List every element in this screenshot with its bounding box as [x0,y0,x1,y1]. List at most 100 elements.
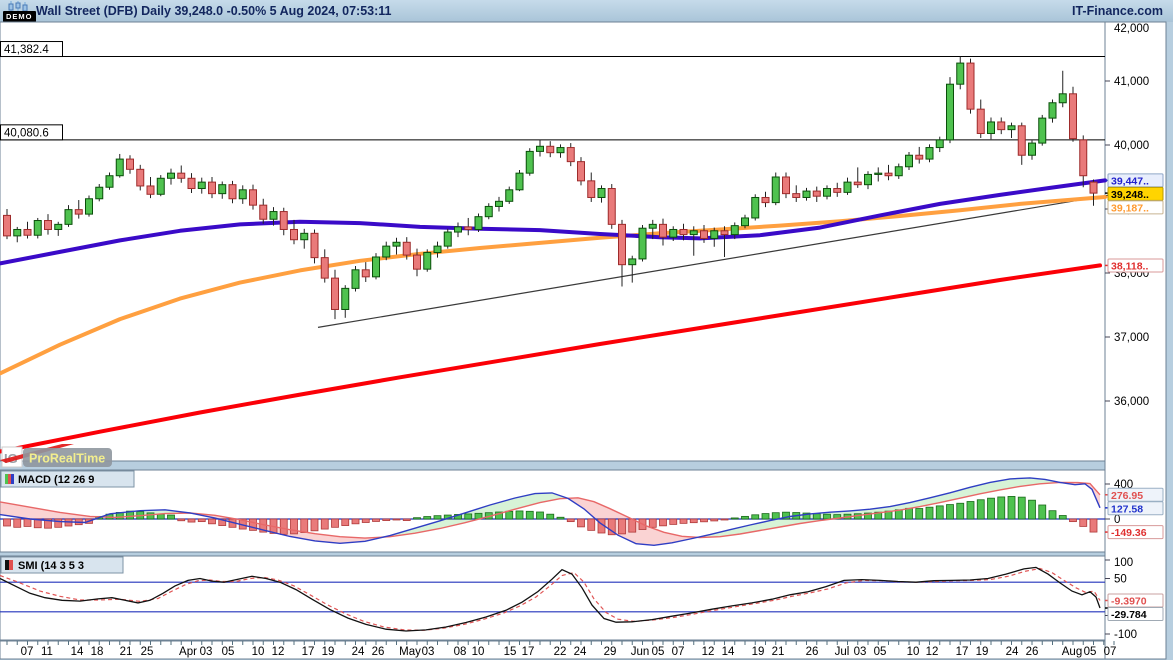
date-label[interactable]: 26 [1026,646,1039,658]
candle-body [443,231,452,247]
date-label[interactable]: 17 [522,646,535,658]
date-label[interactable]: Aug [1062,646,1082,658]
macd-bull-fill [697,478,1060,538]
date-label[interactable]: 07 [21,646,34,658]
date-label[interactable]: 10 [907,646,920,658]
axis-gutter-bg [1104,21,1167,660]
date-label[interactable]: 24 [352,646,365,658]
date-label[interactable]: 03 [854,646,867,658]
candle-body [577,161,585,182]
date-axis[interactable]: 07 11 14 18 21 25 Apr 03 05 10 12 17 19 24 26 May 03 08 10… [6,641,1117,658]
date-label[interactable]: 14 [722,646,735,658]
candle-body [1038,117,1047,144]
candle-body [761,196,770,204]
date-label[interactable]: 19 [322,646,335,658]
candle-body [464,226,473,230]
candle-body [915,154,924,160]
macd-histogram-bar [536,511,544,520]
macd-histogram-bar [935,505,944,520]
date-label[interactable]: 18 [91,646,104,658]
candle-body [361,269,370,278]
date-label[interactable]: 10 [472,646,485,658]
date-label[interactable]: 07 [1104,646,1117,658]
candle-body [710,230,719,239]
date-label[interactable]: 12 [272,646,285,658]
right-value-axis[interactable]: 42,00041,00040,00039,00038,00037,00036,0… [1105,23,1164,641]
candle-body [1058,93,1067,104]
macd-histogram-bar [1017,496,1026,520]
macd-histogram-bar [505,510,514,520]
value-tag-box[interactable] [1107,258,1164,273]
price-panel[interactable]: 41,382.4 40,080.6 [0,41,1117,454]
date-label[interactable]: 25 [141,646,154,658]
value-tag-box[interactable] [1107,200,1164,215]
macd-histogram-bar [566,518,575,523]
macd-histogram-bar [156,513,165,520]
macd-histogram-bar [782,511,790,520]
date-label[interactable]: 05 [652,646,665,658]
macd-histogram-bar [361,518,370,523]
candle-body [515,172,524,191]
macd-histogram-bar [341,518,350,526]
macd-histogram-bar [607,518,616,536]
macd-histogram-bar [392,518,401,521]
macd-histogram-bar [648,518,657,528]
date-label[interactable]: May [399,646,421,658]
date-label[interactable]: 26 [806,646,819,658]
macd-histogram-bar [915,508,924,520]
macd-histogram-bar [218,518,227,526]
date-label[interactable]: Jun [631,646,650,658]
date-label[interactable]: 24 [1006,646,1019,658]
macd-panel[interactable]: MACD (12 26 9 [0,470,1105,547]
macd-histogram-bar [700,518,708,523]
date-label[interactable]: 22 [554,646,567,658]
macd-histogram-bar [577,518,585,528]
date-label[interactable]: 29 [604,646,617,658]
value-tag-box[interactable] [1107,525,1164,540]
date-label[interactable]: 19 [976,646,989,658]
it-finance-brand: IT-Finance.com [1072,4,1163,18]
candle-body [956,62,965,85]
axis-tick-label: 50 [1114,574,1127,586]
smi-panel[interactable]: SMI (14 3 5 3 [0,556,1105,632]
date-label[interactable]: 24 [574,646,587,658]
date-label[interactable]: 03 [200,646,213,658]
date-label[interactable]: 12 [702,646,715,658]
smi-header-chip [0,556,124,574]
date-label[interactable]: 14 [71,646,84,658]
date-label[interactable]: 26 [372,646,385,658]
date-label[interactable]: 12 [926,646,939,658]
candle-body [812,190,821,197]
candle-body [167,172,175,179]
date-label[interactable]: 15 [504,646,517,658]
candle-body [413,254,421,270]
date-label[interactable]: 07 [672,646,685,658]
date-label[interactable]: 21 [120,646,133,658]
candle-body [679,228,688,236]
macd-histogram-bar [515,510,524,520]
value-tag-box[interactable] [1107,501,1164,516]
macd-histogram-bar [54,518,63,528]
date-label[interactable]: 05 [1084,646,1097,658]
macd-histogram-bar [710,518,719,522]
date-label[interactable]: 19 [752,646,765,658]
candle-body [597,188,606,198]
macd-histogram-bar [679,518,688,524]
date-label[interactable]: 05 [874,646,887,658]
date-label[interactable]: Apr [179,646,197,658]
macd-histogram-bar [249,518,257,531]
date-label[interactable]: 10 [252,646,265,658]
date-label[interactable]: 03 [422,646,435,658]
date-label[interactable]: Jul [835,646,850,658]
date-label[interactable]: 17 [956,646,969,658]
date-label[interactable]: 21 [772,646,785,658]
date-label[interactable]: 08 [454,646,467,658]
date-label[interactable]: 11 [41,646,53,658]
date-label[interactable]: 05 [222,646,235,658]
candle-body [197,181,206,190]
value-tag-box[interactable] [1107,606,1164,621]
date-label[interactable]: 17 [302,646,315,658]
macd-histogram-bar [1079,518,1088,527]
macd-icon-red-bar [8,474,11,484]
